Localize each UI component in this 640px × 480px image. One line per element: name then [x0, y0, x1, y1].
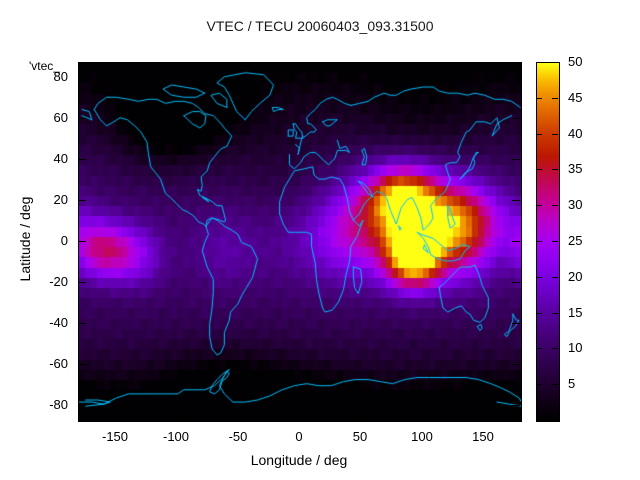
y-tick-40: [78, 159, 86, 160]
cb-tick-right-35: [552, 169, 558, 170]
x-tick-top-100: [422, 62, 423, 70]
colorbar: [536, 62, 560, 422]
cb-tick-right-15: [552, 313, 558, 314]
x-axis-title: Longitude / deg: [250, 452, 348, 468]
cb-tick-label-15: 15: [568, 305, 583, 320]
y-tick-label-80: 80: [53, 69, 68, 84]
y-tick-20: [78, 200, 86, 201]
y-tick-right--60: [512, 364, 520, 365]
colorbar-gradient-canvas: [537, 63, 559, 421]
cb-tick-label-45: 45: [568, 90, 583, 105]
x-tick-label-50: 50: [352, 429, 368, 444]
coastline-overlay-canvas: [79, 63, 521, 421]
y-tick-80: [78, 77, 86, 78]
y-tick-label-60: 60: [53, 110, 68, 125]
cb-tick-right-45: [552, 98, 558, 99]
x-tick-50: [360, 412, 361, 420]
page-title: VTEC / TECU 20060403_093.31500: [206, 18, 434, 34]
x-tick--50: [238, 412, 239, 420]
cb-tick-right-40: [552, 134, 558, 135]
y-axis-title: Latitude / deg: [17, 196, 33, 282]
cb-tick-label-40: 40: [568, 126, 583, 141]
cb-tick-10: [536, 348, 542, 349]
y-tick-right--20: [512, 282, 520, 283]
cb-tick-5: [536, 384, 542, 385]
x-tick-100: [422, 412, 423, 420]
cb-tick-30: [536, 205, 542, 206]
x-tick-top--50: [238, 62, 239, 70]
y-tick--40: [78, 323, 86, 324]
y-tick-label--80: -80: [49, 397, 68, 412]
y-tick-right-20: [512, 200, 520, 201]
x-tick-150: [483, 412, 484, 420]
x-tick-label-150: 150: [472, 429, 494, 444]
x-tick-top-0: [299, 62, 300, 70]
cb-tick-right-50: [552, 62, 558, 63]
x-tick-top--100: [176, 62, 177, 70]
x-tick-label-0: 0: [295, 429, 303, 444]
x-tick-label--50: -50: [228, 429, 248, 444]
cb-tick-label-50: 50: [568, 54, 583, 69]
x-tick-top-150: [483, 62, 484, 70]
y-tick-right-80: [512, 77, 520, 78]
y-tick-right--40: [512, 323, 520, 324]
cb-tick-35: [536, 169, 542, 170]
cb-tick-20: [536, 277, 542, 278]
y-tick-label--60: -60: [49, 356, 68, 371]
y-tick--20: [78, 282, 86, 283]
cb-tick-right-30: [552, 205, 558, 206]
cb-tick-right-10: [552, 348, 558, 349]
map-plot-area: [78, 62, 522, 422]
y-tick-label-40: 40: [53, 151, 68, 166]
y-tick-label--20: -20: [49, 274, 68, 289]
x-tick-0: [299, 412, 300, 420]
y-tick-0: [78, 241, 86, 242]
x-tick-label--150: -150: [101, 429, 129, 444]
cb-tick-right-20: [552, 277, 558, 278]
y-tick--80: [78, 405, 86, 406]
cb-tick-label-25: 25: [568, 233, 583, 248]
y-tick-right-40: [512, 159, 520, 160]
y-tick-right-0: [512, 241, 520, 242]
cb-tick-15: [536, 313, 542, 314]
x-tick-label-100: 100: [411, 429, 433, 444]
x-tick-top--150: [115, 62, 116, 70]
y-tick--60: [78, 364, 86, 365]
cb-tick-label-30: 30: [568, 197, 583, 212]
cb-tick-50: [536, 62, 542, 63]
y-tick-60: [78, 118, 86, 119]
cb-tick-45: [536, 98, 542, 99]
cb-tick-label-35: 35: [568, 161, 583, 176]
cb-tick-label-20: 20: [568, 269, 583, 284]
cb-tick-right-25: [552, 241, 558, 242]
x-tick-top-50: [360, 62, 361, 70]
cb-tick-label-10: 10: [568, 340, 583, 355]
x-tick--100: [176, 412, 177, 420]
cb-tick-40: [536, 134, 542, 135]
y-tick-right--80: [512, 405, 520, 406]
cb-tick-right-5: [552, 384, 558, 385]
y-tick-label-0: 0: [60, 233, 68, 248]
cb-tick-25: [536, 241, 542, 242]
x-tick-label--100: -100: [162, 429, 190, 444]
stray-key-label: 'vtec_: [29, 59, 60, 73]
cb-tick-label-5: 5: [568, 376, 576, 391]
y-tick-right-60: [512, 118, 520, 119]
x-tick--150: [115, 412, 116, 420]
y-tick-label-20: 20: [53, 192, 68, 207]
y-tick-label--40: -40: [49, 315, 68, 330]
